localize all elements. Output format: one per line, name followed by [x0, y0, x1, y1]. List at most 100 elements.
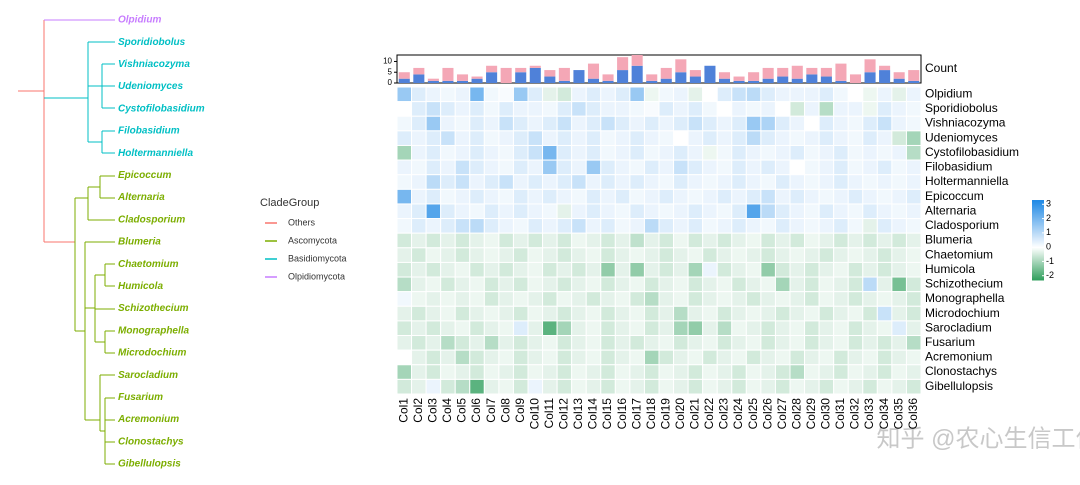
- leaf-label: Olpidium: [118, 15, 161, 26]
- heat-cell: [702, 130, 718, 146]
- heat-cell: [629, 305, 645, 322]
- heat-cell: [891, 159, 907, 176]
- heat-cell: [556, 232, 573, 249]
- heat-cell: [542, 320, 558, 337]
- leaf-label: Fusarium: [118, 392, 163, 403]
- heat-cell: [454, 203, 471, 220]
- heat-cell: [556, 291, 573, 307]
- heat-cell: [483, 364, 500, 380]
- bar-segment: [864, 59, 876, 73]
- heat-cell: [411, 130, 427, 146]
- leaf-label: Monographella: [118, 325, 190, 336]
- heat-cell: [687, 130, 704, 146]
- heat-cell: [745, 130, 762, 146]
- heat-cell: [702, 320, 718, 337]
- heat-cell: [847, 261, 864, 278]
- heat-cell: [847, 203, 864, 220]
- heat-cell: [905, 320, 922, 337]
- heat-cell: [847, 232, 864, 249]
- heat-cell: [847, 378, 864, 395]
- bar-segment: [515, 72, 527, 83]
- heat-cell: [440, 320, 456, 337]
- heat-cell: [862, 261, 878, 278]
- legend-label: Others: [288, 217, 316, 227]
- heat-cell: [454, 349, 471, 366]
- heat-cell: [600, 232, 616, 249]
- heat-cell: [411, 159, 427, 176]
- heat-cell: [498, 86, 514, 103]
- row-label: Epicoccum: [925, 189, 984, 203]
- heat-cell: [760, 101, 776, 117]
- colorbar-label: 2: [1046, 213, 1051, 223]
- heat-cell: [745, 174, 762, 190]
- bar-segment: [777, 67, 789, 77]
- bar-segment: [689, 70, 701, 77]
- heat-cell: [891, 101, 907, 117]
- heat-cell: [440, 159, 456, 176]
- heat-cell: [411, 188, 427, 205]
- row-label: Humicola: [925, 262, 975, 276]
- bar-segment: [879, 70, 891, 83]
- heat-cell: [658, 159, 675, 176]
- heat-cell: [804, 174, 820, 190]
- heat-cell: [716, 291, 733, 307]
- leaf-label: Alternaria: [117, 192, 165, 203]
- heat-cell: [512, 174, 529, 190]
- heat-cell: [571, 320, 587, 337]
- heat-cell: [876, 86, 893, 103]
- bar-segment: [748, 80, 760, 83]
- colorbar-step: [1032, 250, 1044, 253]
- heat-cell: [600, 218, 616, 234]
- heat-cell: [454, 159, 471, 176]
- heat-cell: [498, 320, 514, 337]
- col-label: Col11: [542, 398, 556, 429]
- heat-cell: [600, 276, 616, 293]
- heat-cell: [512, 232, 529, 249]
- heat-cell: [396, 276, 413, 293]
- heat-cell: [789, 144, 806, 161]
- heat-cell: [658, 291, 675, 307]
- heat-cell: [774, 320, 791, 337]
- bar-segment: [602, 74, 614, 81]
- heat-cell: [483, 305, 500, 322]
- colorbar-step: [1032, 224, 1044, 227]
- row-label: Holtermanniella: [925, 174, 1009, 188]
- heat-cell: [585, 364, 602, 380]
- heat-cell: [760, 159, 776, 176]
- heat-cell: [556, 174, 573, 190]
- heat-cell: [774, 261, 791, 278]
- heat-cell: [891, 291, 907, 307]
- heat-cell: [876, 115, 893, 132]
- bar-segment: [791, 65, 803, 79]
- heat-cell: [629, 203, 645, 220]
- heat-cell: [498, 188, 514, 205]
- heat-cell: [818, 364, 835, 380]
- heat-cell: [833, 349, 849, 366]
- heat-cell: [571, 291, 587, 307]
- heat-cell: [760, 86, 776, 103]
- heat-cell: [818, 349, 835, 366]
- heat-cell: [396, 115, 413, 132]
- heat-cell: [804, 291, 820, 307]
- heat-cell: [600, 159, 616, 176]
- row-label: Filobasidium: [925, 160, 992, 174]
- heat-cell: [483, 130, 500, 146]
- heat-cell: [396, 261, 413, 278]
- bar-segment: [733, 76, 745, 81]
- heat-cell: [425, 305, 442, 322]
- heat-cell: [498, 305, 514, 322]
- heat-cell: [789, 349, 806, 366]
- heat-cell: [905, 378, 922, 395]
- heat-cell: [876, 232, 893, 249]
- heat-cell: [847, 305, 864, 322]
- colorbar-step: [1032, 242, 1044, 245]
- heat-cell: [716, 218, 733, 234]
- leaf-label: Blumeria: [118, 237, 161, 248]
- heat-cell: [483, 86, 500, 103]
- colorbar-step: [1032, 264, 1044, 267]
- leaf-label: Chaetomium: [118, 259, 179, 270]
- heat-cell: [483, 218, 500, 234]
- heat-cell: [469, 101, 485, 117]
- heat-cell: [789, 291, 806, 307]
- heat-cell: [847, 349, 864, 366]
